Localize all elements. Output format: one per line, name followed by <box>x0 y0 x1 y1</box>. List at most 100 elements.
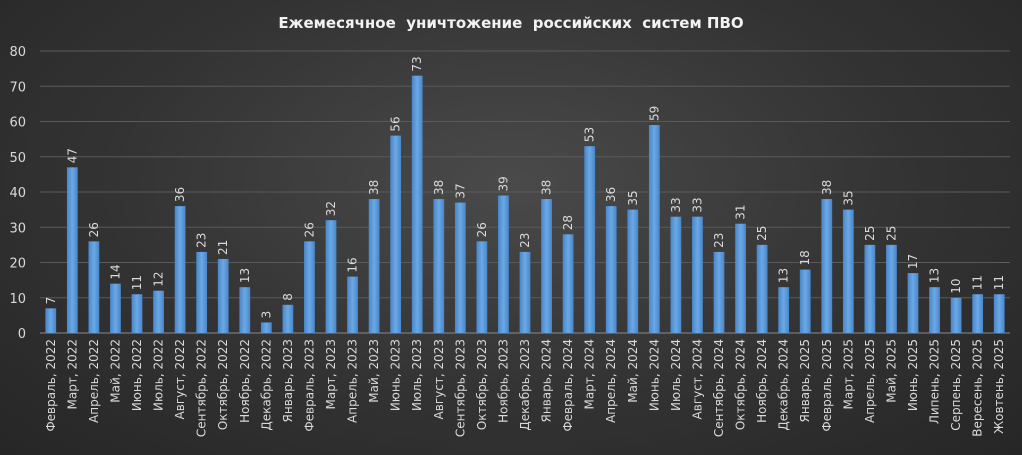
data-label: 59 <box>647 106 661 121</box>
bar <box>670 216 682 333</box>
bar <box>929 287 940 333</box>
data-label: 39 <box>496 176 510 191</box>
bar <box>110 283 121 333</box>
x-tick-label: Липень, 2025 <box>928 339 942 424</box>
x-tick-label: Жовтень, 2025 <box>992 339 1006 434</box>
data-label: 25 <box>755 226 769 241</box>
x-tick-label: Январь, 2023 <box>281 339 295 422</box>
data-label: 38 <box>540 180 554 195</box>
data-label: 38 <box>432 180 446 195</box>
x-tick-label: Сентябрь, 2023 <box>453 339 467 437</box>
data-label: 23 <box>195 233 209 248</box>
data-label: 38 <box>820 180 834 195</box>
data-label: 13 <box>928 268 942 283</box>
data-label: 12 <box>152 271 166 286</box>
data-label: 33 <box>669 197 683 212</box>
bar <box>239 287 251 333</box>
bar <box>196 251 208 333</box>
data-label: 11 <box>971 275 985 290</box>
bar <box>648 125 660 334</box>
x-tick-label: Ноябрь, 2022 <box>238 339 252 423</box>
bar <box>260 322 272 333</box>
x-tick-label: Август, 2023 <box>432 339 446 419</box>
y-tick-label: 30 <box>9 221 26 236</box>
data-label: 37 <box>453 183 467 198</box>
data-label: 18 <box>798 250 812 265</box>
y-tick-label: 70 <box>9 80 26 95</box>
bar <box>433 199 445 333</box>
x-tick-label: Серпень, 2025 <box>949 339 963 431</box>
data-label: 11 <box>130 275 144 290</box>
bar <box>907 273 919 333</box>
data-label: 3 <box>259 311 273 319</box>
bar <box>476 241 488 333</box>
x-tick-label: Май, 2023 <box>367 339 381 403</box>
data-label: 26 <box>302 222 316 237</box>
x-tick-label: Май, 2024 <box>626 339 640 403</box>
data-label: 73 <box>410 56 424 71</box>
bar <box>842 209 854 333</box>
data-label: 33 <box>690 197 704 212</box>
x-tick-label: Декабрь, 2022 <box>259 339 273 431</box>
data-label: 31 <box>734 204 748 219</box>
x-tick-label: Ноябрь, 2024 <box>755 339 769 423</box>
y-tick-label: 20 <box>9 257 26 272</box>
x-tick-label: Март, 2025 <box>841 339 855 409</box>
bar <box>325 220 337 333</box>
bar <box>692 216 703 333</box>
bar <box>454 202 466 333</box>
x-tick-label: Май, 2022 <box>108 339 122 403</box>
bar <box>562 234 574 333</box>
data-label: 23 <box>712 233 726 248</box>
bar <box>131 294 143 333</box>
x-tick-label: Апрель, 2023 <box>346 339 360 423</box>
x-tick-label: Октябрь, 2024 <box>734 339 748 430</box>
data-label: 47 <box>65 148 79 163</box>
x-tick-label: Октябрь, 2023 <box>475 339 489 430</box>
bar <box>153 290 164 333</box>
x-tick-label: Декабрь, 2023 <box>518 339 532 431</box>
bar <box>347 276 358 333</box>
bar <box>821 199 833 333</box>
x-tick-label: Июнь, 2023 <box>389 339 403 411</box>
x-tick-label: Январь, 2025 <box>798 339 812 422</box>
x-tick-label: Апрель, 2022 <box>87 339 101 423</box>
data-label: 36 <box>173 187 187 202</box>
x-tick-label: Сентябрь, 2022 <box>195 339 209 437</box>
bar <box>174 206 186 333</box>
x-tick-label: Март, 2022 <box>65 339 79 409</box>
bar <box>411 75 423 334</box>
data-label: 13 <box>777 268 791 283</box>
y-tick-label: 10 <box>9 292 26 307</box>
data-label: 10 <box>949 278 963 293</box>
data-label: 11 <box>992 275 1006 290</box>
bar <box>217 258 229 333</box>
chart-title: Ежемесячное уничтожение российских систе… <box>278 14 743 32</box>
x-tick-label: Октябрь, 2022 <box>216 339 230 430</box>
bar <box>368 199 380 333</box>
data-label: 13 <box>238 268 252 283</box>
data-label: 53 <box>583 127 597 142</box>
bar <box>778 287 790 333</box>
bar <box>972 294 984 333</box>
data-label: 38 <box>367 180 381 195</box>
data-label: 25 <box>863 226 877 241</box>
bar <box>498 195 509 333</box>
bar <box>519 251 531 333</box>
bar <box>864 244 876 333</box>
bar <box>886 244 897 333</box>
x-tick-label: Апрель, 2024 <box>604 339 618 423</box>
x-tick-label: Март, 2024 <box>583 339 597 409</box>
data-label: 14 <box>108 264 122 279</box>
bar <box>66 167 78 333</box>
x-tick-label: Январь, 2024 <box>540 339 554 422</box>
x-tick-label: Февраль, 2025 <box>820 339 834 432</box>
x-tick-label: Март, 2023 <box>324 339 338 409</box>
x-tick-label: Июль, 2023 <box>410 339 424 411</box>
y-tick-label: 0 <box>18 327 26 342</box>
bar <box>605 206 617 333</box>
x-tick-label: Июнь, 2024 <box>647 339 661 411</box>
data-label: 56 <box>389 116 403 131</box>
bar <box>45 308 57 333</box>
